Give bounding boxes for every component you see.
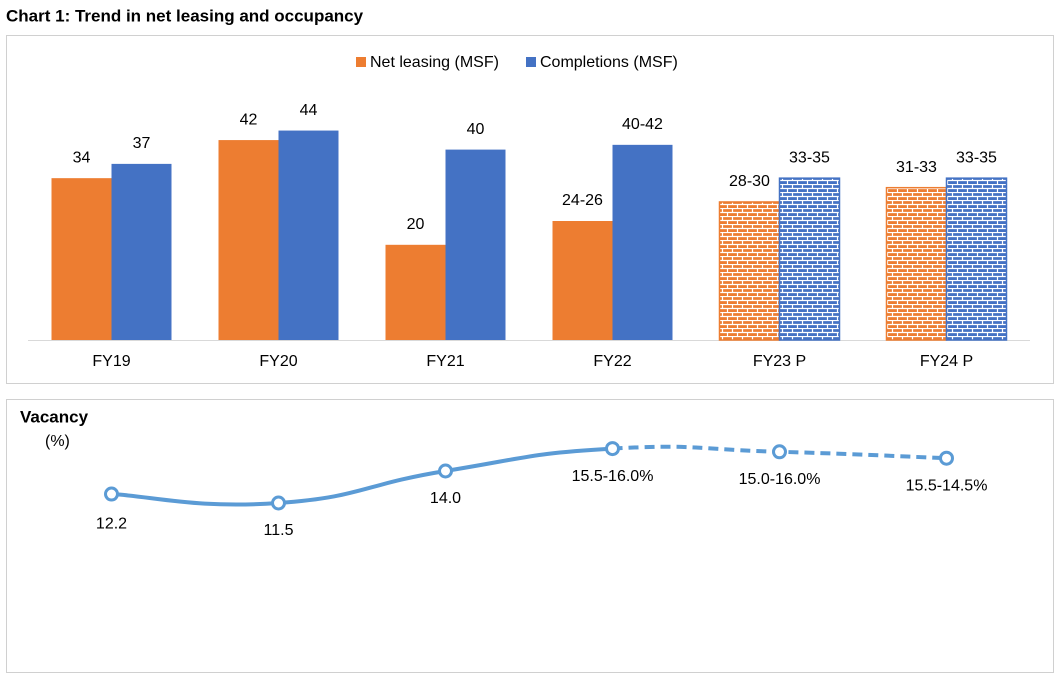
x-tick-label: FY24 P — [920, 353, 973, 370]
bar — [111, 163, 172, 340]
x-tick-label: FY23 P — [753, 353, 806, 370]
data-label: 42 — [240, 111, 258, 128]
bar — [778, 177, 841, 341]
data-label: 37 — [133, 135, 151, 152]
bar — [218, 140, 279, 340]
data-label: 12.2 — [96, 515, 127, 532]
data-label: 11.5 — [264, 522, 294, 539]
legend-swatch — [526, 57, 536, 67]
vacancy-point — [605, 441, 620, 457]
data-label: 28-30 — [729, 173, 770, 190]
legend-label: Completions (MSF) — [540, 54, 678, 71]
vacancy-point — [939, 450, 954, 466]
data-label: 33-35 — [789, 149, 830, 166]
legend-swatch — [356, 57, 366, 67]
vacancy-point — [438, 463, 453, 479]
data-label: 44 — [300, 102, 318, 119]
data-label: 20 — [407, 216, 425, 233]
data-label: 34 — [73, 149, 91, 166]
bar — [385, 244, 446, 340]
bottom-panel — [6, 399, 1054, 673]
x-tick-label: FY22 — [593, 353, 631, 370]
vacancy-subtitle: (%) — [45, 433, 70, 450]
data-label: 31-33 — [896, 159, 937, 176]
bar — [445, 149, 506, 340]
data-label: 15.0-16.0% — [739, 471, 821, 488]
chart-title: Chart 1: Trend in net leasing and occupa… — [6, 6, 364, 25]
bar — [51, 178, 112, 340]
data-label: 40-42 — [622, 116, 663, 133]
vacancy-title: Vacancy — [20, 407, 89, 426]
bar — [552, 221, 613, 340]
vacancy-line — [111, 446, 613, 507]
vacancy-point — [104, 486, 119, 502]
bar — [612, 144, 673, 340]
x-tick-label: FY20 — [259, 353, 297, 370]
top-panel — [6, 35, 1054, 384]
bar — [945, 177, 1008, 341]
bar — [885, 186, 948, 341]
vacancy-point — [772, 444, 787, 460]
x-tick-label: FY21 — [426, 353, 464, 370]
data-label: 40 — [467, 121, 485, 138]
data-label: 14.0 — [430, 490, 461, 507]
data-label: 15.5-16.0% — [572, 468, 654, 485]
bar — [718, 201, 781, 341]
data-label: 15.5-14.5% — [906, 477, 988, 494]
legend-label: Net leasing (MSF) — [370, 54, 499, 71]
data-label: 24-26 — [562, 192, 603, 209]
bar — [278, 130, 339, 340]
x-tick-label: FY19 — [92, 353, 130, 370]
data-label: 33-35 — [956, 149, 997, 166]
vacancy-point — [271, 495, 286, 511]
